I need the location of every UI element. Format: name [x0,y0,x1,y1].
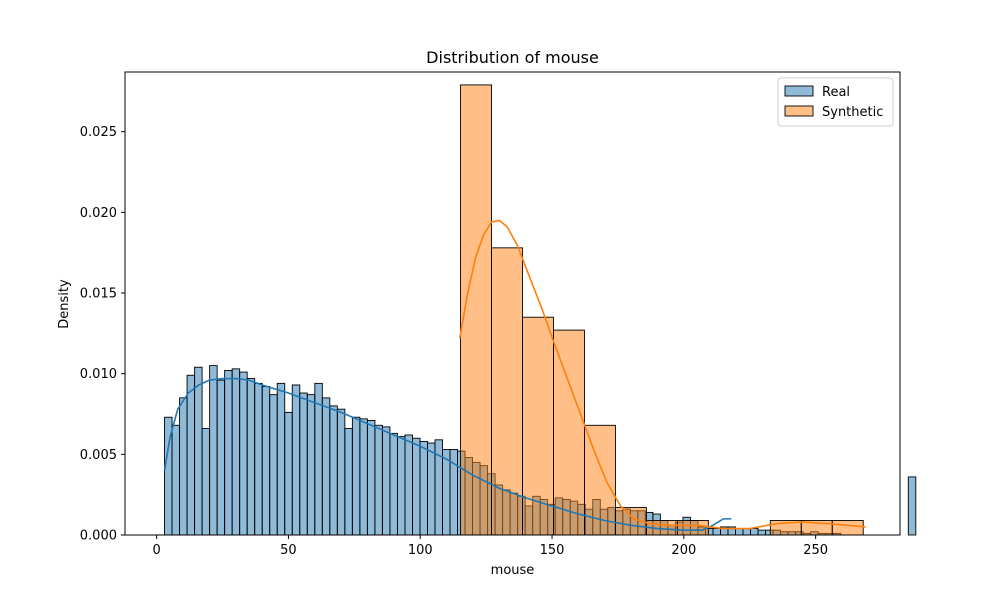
histogram-bar [314,382,323,536]
y-tick-label: 0.025 [80,125,117,140]
histogram-bar [321,397,331,536]
x-tick-label: 250 [803,543,828,558]
histogram-bar [239,371,248,536]
histogram-bar [404,434,413,536]
histogram-bar [231,368,241,536]
histogram-bar [460,84,492,536]
histogram-bar [329,405,338,536]
histogram-bar [299,392,308,536]
histogram-bar [374,424,383,536]
histogram-bar [351,416,361,536]
histogram-bar [359,418,368,536]
histogram-bar [412,437,421,536]
histogram-bar [553,329,585,536]
histogram-bar [396,436,406,536]
x-tick-label: 50 [280,543,297,558]
y-tick-label: 0.010 [80,367,117,382]
histogram-bar [831,520,864,536]
histogram-bar [254,382,263,536]
histogram-bar [201,428,211,536]
histogram-bar [179,397,188,536]
histogram-bar [750,528,759,536]
histogram-bar [246,378,256,536]
histogram-bar [269,394,278,536]
histogram-bar [291,384,301,536]
histogram-bar [366,420,376,536]
legend-label-synthetic: Synthetic [822,105,883,120]
histogram-bar [186,374,196,536]
legend: Real Synthetic [777,77,894,127]
x-tick-label: 200 [671,543,696,558]
y-tick-label: 0.005 [80,448,117,463]
histogram-bar [389,432,398,536]
histogram-bar [419,440,428,536]
histogram-bar [261,386,271,536]
histogram-bar [224,370,233,536]
legend-swatch-synthetic [784,105,814,117]
histogram-bar [209,365,218,536]
histogram-bar [194,366,203,536]
x-axis-label: mouse [491,563,535,578]
histogram-bar [336,408,346,536]
kde-line-real [163,377,732,531]
histogram-bar [171,424,181,536]
histogram-bar [757,529,767,536]
legend-label-real: Real [822,85,850,100]
histogram-bar [216,379,226,536]
y-axis-label: Density [57,279,72,329]
histogram-bar [442,449,451,536]
histogram-bar [344,428,353,536]
y-tick-label: 0.000 [80,529,117,544]
kde-line-synthetic [458,219,866,530]
histogram-bar [735,528,744,536]
histogram-bar [284,411,293,536]
histogram-bar [381,426,391,536]
y-tick-label: 0.020 [80,206,117,221]
x-tick-label: 150 [540,543,565,558]
histogram-bar [907,476,917,536]
plot-frame [124,71,901,536]
plot-area [163,84,917,536]
histogram-bar [306,394,316,536]
x-tick-label: 0 [152,543,160,558]
legend-swatch-real [784,85,814,97]
histogram-bar [676,520,709,536]
y-tick-label: 0.015 [80,287,117,302]
x-tick-label: 100 [408,543,433,558]
axes: 0 50 100 150 200 250 0.000 0.005 0.010 0.015 0.020… [80,71,901,558]
histogram-bar [491,247,523,536]
histogram-bar [712,528,721,536]
histogram-bar [427,442,436,536]
chart-title: Distribution of mouse [426,48,599,67]
histogram-bar [276,382,286,536]
series-synthetic-bars [460,84,864,536]
histogram-bar [742,528,751,536]
